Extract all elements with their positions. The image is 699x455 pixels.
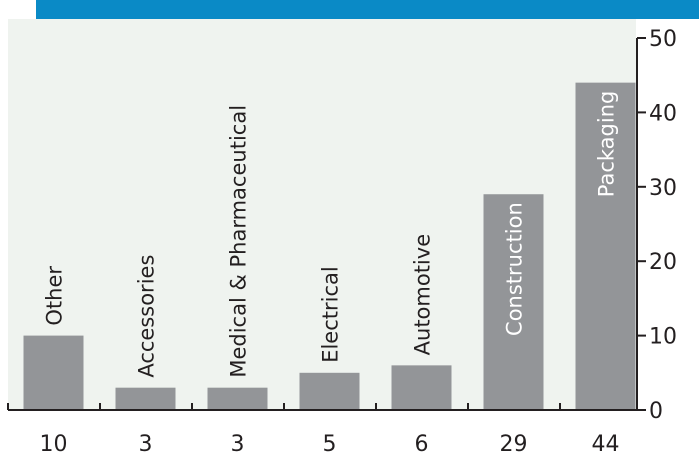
y-tick-label: 50: [649, 27, 677, 52]
category-label: Packaging: [595, 91, 619, 198]
value-label: 3: [139, 432, 153, 455]
bar: [299, 372, 360, 410]
category-label: Construction: [503, 202, 527, 336]
bar: [207, 387, 268, 410]
value-label: 44: [592, 432, 620, 455]
value-labels-group: 10 3 3 5 6 29 44: [40, 432, 620, 455]
bar: [575, 82, 636, 410]
y-axis: 0 10 20 30 40 50: [636, 27, 677, 424]
x-axis: [7, 403, 637, 411]
y-tick-label: 0: [649, 399, 663, 424]
category-label: Medical & Pharmaceutical: [227, 105, 251, 378]
bar: [391, 365, 452, 410]
header-bar: [36, 0, 699, 19]
y-tick-label: 20: [649, 250, 677, 275]
value-label: 5: [323, 432, 337, 455]
value-label: 10: [40, 432, 68, 455]
bars-group: [23, 82, 636, 410]
bar: [23, 335, 84, 410]
value-label: 29: [500, 432, 528, 455]
category-labels-group: Other Accessories Medical & Pharmaceutical…: [43, 91, 619, 378]
y-tick-label: 30: [649, 176, 677, 201]
value-label: 3: [231, 432, 245, 455]
y-tick-label: 10: [649, 325, 677, 350]
category-label: Other: [43, 266, 67, 326]
bar: [115, 387, 176, 410]
category-label: Accessories: [135, 255, 159, 378]
y-tick-label: 40: [649, 101, 677, 126]
bar: [483, 194, 544, 410]
category-label: Electrical: [319, 266, 343, 363]
category-label: Automotive: [411, 234, 435, 355]
value-label: 6: [415, 432, 429, 455]
